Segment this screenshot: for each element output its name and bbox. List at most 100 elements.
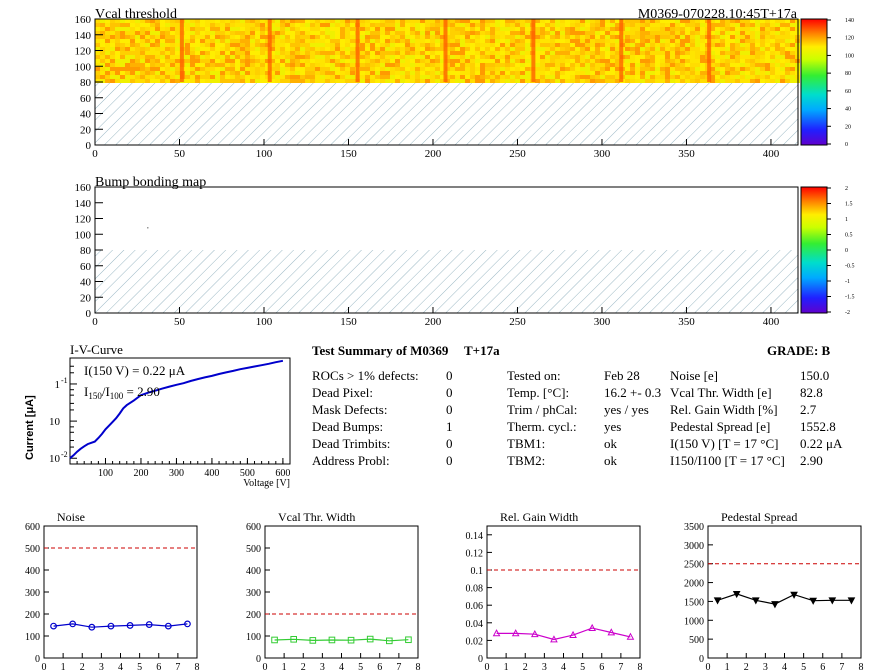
vcal-map-cell [780,55,785,59]
plot-series-line [496,627,631,641]
vcal-map-cell [750,59,755,63]
vcal-map-cell [200,51,205,55]
vcal-map-cell [295,79,300,83]
vcal-map-cell [345,67,350,71]
vcal-map-cell [425,79,430,83]
vcal-map-cell [600,27,605,31]
vcal-map-cell [220,19,225,23]
vcal-map-cell [515,51,520,55]
vcal-map-cell [295,59,300,63]
vcal-map-cell [200,59,205,63]
vcal-map-cell [440,19,445,23]
vcal-map-cell [425,43,430,47]
vcal-map-cell [170,31,175,35]
vcal-map-cell [425,71,430,75]
vcal-map-cell [280,55,285,59]
vcal-map-cell [560,67,565,71]
vcal-map-cell [495,51,500,55]
vcal-map-cell [165,19,170,23]
vcal-map-cell [460,27,465,31]
vcal-map-cell [695,39,700,43]
vcal-map-cell [755,67,760,71]
vcal-map-cell [410,51,415,55]
vcal-map-cell [210,19,215,23]
vcal-map-cell [625,19,630,23]
vcal-map-cell [630,75,635,79]
vcal-map-cell [790,39,795,43]
vcal-map-cell [250,19,255,23]
vcal-map-cell [415,47,420,51]
vcal-map-cell [555,43,560,47]
vcal-map-cell [470,75,475,79]
vcal-map-cell [480,63,485,67]
vcal-map-cell [775,39,780,43]
vcal-map-cell [565,31,570,35]
vcal-map-cell [190,51,195,55]
vcal-map-cell [500,43,505,47]
vcal-map-cell [340,43,345,47]
vcal-map-cell [315,39,320,43]
vcal-map-cell [465,79,470,83]
vcal-map-cell [500,59,505,63]
vcal-map-cell [635,43,640,47]
vcal-map-cell [200,47,205,51]
vcal-map-cell [255,71,260,75]
vcal-map-cell [605,63,610,67]
vcal-map-cell [375,63,380,67]
vcal-map-cell [310,43,315,47]
vcal-map-cell [735,39,740,43]
vcal-map-cell [365,27,370,31]
vcal-map-cell [450,27,455,31]
vcal-map-cell [775,63,780,67]
vcal-map-cell [420,47,425,51]
vcal-map-cell [700,47,705,51]
vcal-map-cell [175,23,180,27]
vcal-map-cell [525,51,530,55]
map-xtick-label: 100 [256,148,273,160]
vcal-map-cell [735,47,740,51]
vcal-map-cell [230,23,235,27]
vcal-map-cell [520,59,525,63]
iv-xtick-label: 400 [204,468,219,479]
vcal-map-cell [350,27,355,31]
vcal-map-cell [545,79,550,83]
vcal-map-cell [400,27,405,31]
vcal-map-cell [625,59,630,63]
vcal-map-cell [200,67,205,71]
vcal-map-cell [195,35,200,39]
vcal-map-cell [365,35,370,39]
vcal-map-cell [145,27,150,31]
vcal-map-cell [700,71,705,75]
vcal-map-cell [710,39,715,43]
vcal-map-cell [665,51,670,55]
vcal-map-cell [750,31,755,35]
vcal-map-cell [330,39,335,43]
vcal-map-cell [105,39,110,43]
vcal-map-cell [670,51,675,55]
vcal-map-cell [360,55,365,59]
vcal-map-cell [255,43,260,47]
vcal-map-cell [230,47,235,51]
vcal-map-cell [190,55,195,59]
vcal-map-cell [710,63,715,67]
vcal-map-cell [350,47,355,51]
vcal-map-cell [625,75,630,79]
vcal-map-cell [670,55,675,59]
vcal-map-cell [730,71,735,75]
vcal-map-cell [225,43,230,47]
vcal-map-cell [220,71,225,75]
vcal-map-cell [660,71,665,75]
vcal-map-cell [385,59,390,63]
vcal-map-cell [115,75,120,79]
vcal-map-cell [195,75,200,79]
vcal-map-cell [185,23,190,27]
vcal-map-cell [110,19,115,23]
vcal-map-cell [190,39,195,43]
vcal-map-cell [385,63,390,67]
vcal-map-cell [555,23,560,27]
vcal-map-cell [105,59,110,63]
vcal-map-cell [610,75,615,79]
vcal-map-cell [665,31,670,35]
plot-ytick-label: 0 [35,654,40,665]
summary-label: Dead Bumps: [312,419,384,434]
